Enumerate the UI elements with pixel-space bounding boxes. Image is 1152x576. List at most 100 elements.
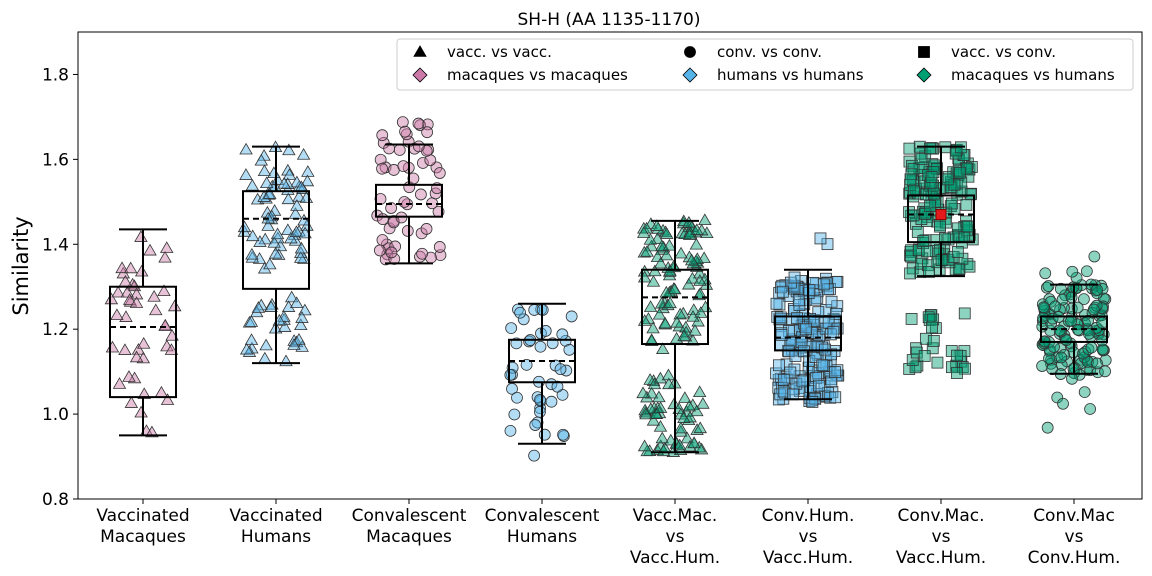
data-point [923, 314, 936, 326]
data-point [415, 227, 428, 240]
data-point [924, 199, 936, 212]
data-point [786, 388, 799, 401]
data-point [678, 227, 692, 239]
data-point [817, 359, 830, 372]
data-point [1099, 365, 1111, 378]
data-point [237, 220, 252, 233]
data-point [534, 405, 546, 418]
data-point [682, 215, 696, 228]
data-point [270, 173, 285, 185]
x-axis: Vaccinated Macaques Vaccinated Humans Conval… [96, 499, 1120, 568]
x-tick-label: Vacc.Mac. vs Vacc.Hum. [630, 506, 720, 568]
data-point [805, 394, 818, 407]
data-point [785, 335, 798, 348]
data-point [1080, 265, 1093, 278]
data-point [698, 213, 712, 226]
data-point [691, 314, 705, 327]
data-point [652, 390, 666, 403]
x-tick-label: Convalescent Macaques [352, 506, 467, 547]
data-point [284, 231, 298, 244]
data-point [134, 264, 149, 277]
data-point [264, 300, 278, 312]
data-point [239, 168, 253, 180]
data-point [273, 239, 288, 252]
data-point [904, 173, 917, 186]
data-point [284, 290, 299, 303]
data-point [790, 377, 803, 390]
data-point [110, 308, 124, 321]
data-point [554, 363, 567, 376]
data-point [956, 252, 969, 265]
data-point [685, 220, 699, 232]
data-point [934, 220, 946, 233]
data-point [294, 241, 309, 254]
data-point [659, 248, 674, 261]
data-point [904, 267, 917, 280]
data-point [290, 199, 304, 211]
data-point [415, 188, 427, 201]
data-point [910, 342, 923, 355]
y-tick-label: 0.8 [42, 490, 69, 510]
data-point [924, 142, 936, 155]
data-point [928, 159, 941, 172]
data-point [545, 395, 558, 408]
data-point [261, 219, 275, 231]
data-point [783, 325, 795, 337]
data-point [253, 235, 267, 247]
data-point [931, 256, 944, 269]
data-point [137, 387, 151, 400]
data-point [689, 237, 704, 250]
data-point [281, 192, 296, 205]
data-point [925, 171, 938, 183]
data-point [1049, 300, 1062, 313]
legend-label: conv. vs conv. [717, 43, 822, 61]
data-point [824, 391, 837, 404]
data-point [295, 311, 309, 323]
data-point [374, 153, 387, 166]
data-point [814, 232, 827, 245]
data-point [534, 394, 546, 406]
data-point [1043, 352, 1055, 365]
data-point [921, 245, 934, 258]
data-point [412, 117, 425, 130]
data-point [683, 410, 697, 423]
data-point [1078, 386, 1091, 399]
data-point [926, 321, 938, 334]
data-point [158, 250, 172, 263]
data-point [951, 367, 963, 379]
data-point [244, 315, 259, 327]
data-point [793, 299, 806, 311]
data-point [249, 305, 264, 318]
data-point [942, 233, 955, 246]
data-point [903, 206, 916, 219]
data-point [296, 148, 311, 160]
box-4 [508, 302, 576, 445]
legend-marker-triangle [413, 45, 427, 57]
data-point [674, 421, 688, 434]
data-point [111, 285, 125, 298]
data-point [811, 285, 824, 298]
data-point [639, 407, 653, 420]
data-point [676, 216, 691, 229]
data-point [385, 246, 398, 259]
x-tick-label: Convalescent Humans [485, 506, 600, 547]
data-point [961, 220, 974, 233]
data-point [945, 197, 958, 210]
data-point [910, 346, 923, 359]
data-point [641, 312, 656, 324]
data-point [376, 162, 388, 175]
data-point [239, 342, 254, 355]
data-point [268, 246, 283, 259]
data-point [677, 329, 691, 342]
data-point [563, 343, 576, 356]
data-point [652, 307, 667, 320]
box-3 [375, 143, 443, 265]
legend-label: humans vs humans [717, 66, 864, 84]
data-point [925, 309, 938, 322]
data-point [534, 340, 547, 353]
data-point [817, 278, 830, 291]
data-point [825, 348, 838, 361]
data-point [961, 224, 973, 237]
data-point [650, 219, 664, 231]
data-point [433, 241, 446, 253]
